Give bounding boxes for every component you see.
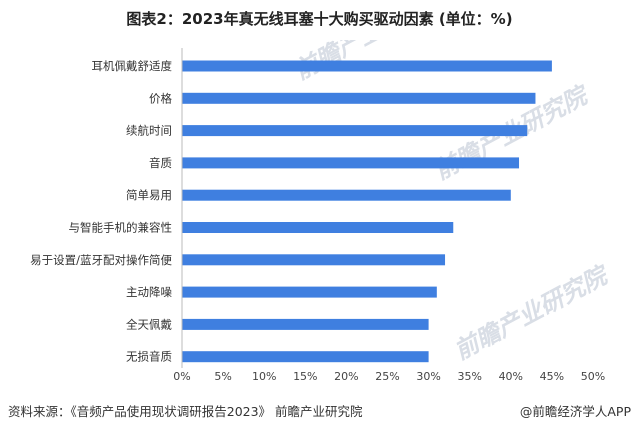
x-tick-label: 10%: [252, 370, 276, 383]
bar: [182, 254, 446, 266]
brand-note: @前瞻经济学人APP: [519, 404, 631, 419]
x-tick-label: 25%: [375, 370, 399, 383]
bar: [182, 157, 520, 169]
x-tick-label: 50%: [581, 370, 605, 383]
category-label: 易于设置/蓝牙配对操作简便: [30, 253, 172, 267]
bar: [182, 318, 429, 330]
bar: [182, 286, 437, 298]
x-tick-label: 45%: [540, 370, 564, 383]
category-label: 音质: [149, 156, 172, 170]
bar: [182, 351, 429, 363]
x-tick-label: 30%: [416, 370, 440, 383]
x-tick-label: 20%: [334, 370, 358, 383]
x-tick-label: 5%: [214, 370, 231, 383]
category-label: 续航时间: [126, 124, 172, 138]
bar: [182, 125, 528, 137]
category-label: 与智能手机的兼容性: [69, 221, 173, 235]
x-tick-label: 15%: [293, 370, 317, 383]
chart-title: 图表2：2023年真无线耳塞十大购买驱动因素 (单位：%): [126, 10, 513, 28]
watermarks: 前瞻产业研究院 前瞻产业研究院 前瞻产业研究院: [290, 40, 615, 365]
category-label: 耳机佩戴舒适度: [92, 59, 173, 73]
x-tick-label: 0%: [173, 370, 190, 383]
source-note: 资料来源：《音频产品使用现状调研报告2023》 前瞻产业研究院: [8, 404, 363, 419]
bars-group: [182, 60, 552, 363]
bar: [182, 92, 536, 104]
bar: [182, 222, 454, 233]
category-label: 简单易用: [126, 188, 172, 202]
bar: [182, 60, 552, 72]
bar: [182, 189, 511, 201]
watermark-text: 前瞻产业研究院: [450, 260, 615, 365]
x-tick-label: 35%: [457, 370, 481, 383]
category-label: 无损音质: [126, 350, 172, 364]
bar-chart: 前瞻产业研究院 前瞻产业研究院 前瞻产业研究院 耳机佩戴舒适度价格续航时间音质简…: [30, 40, 615, 383]
category-label: 全天佩戴: [126, 317, 172, 331]
category-labels: 耳机佩戴舒适度价格续航时间音质简单易用与智能手机的兼容性易于设置/蓝牙配对操作简…: [30, 59, 172, 364]
category-label: 主动降噪: [126, 285, 172, 299]
category-label: 价格: [149, 91, 172, 105]
x-tick-label: 40%: [499, 370, 523, 383]
x-tick-labels: 0% 5% 10% 15% 20% 25% 30% 35% 40% 45% 50%: [173, 370, 605, 383]
